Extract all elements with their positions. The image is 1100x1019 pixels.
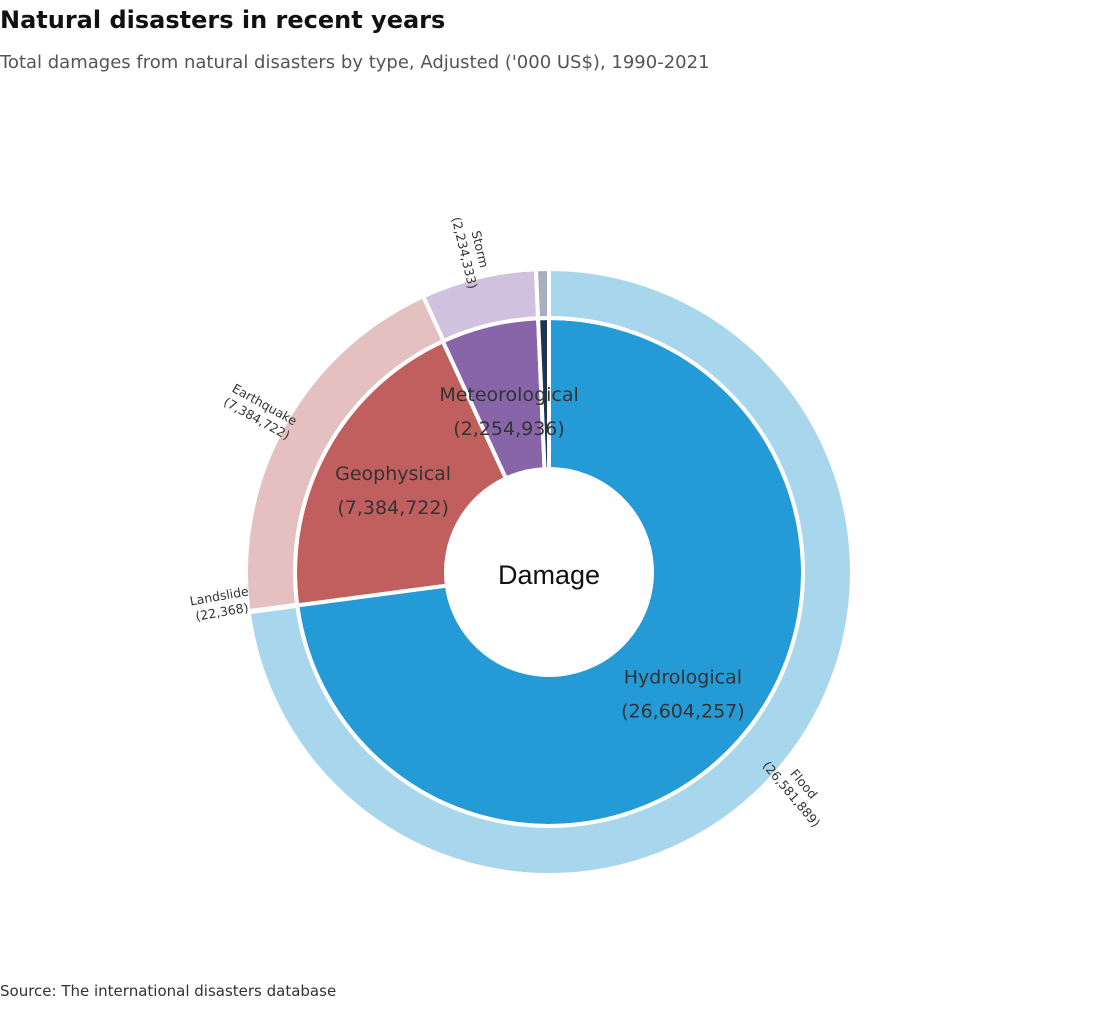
- center-label: Damage: [498, 560, 600, 590]
- inner-label-name: Hydrological: [624, 666, 742, 688]
- outer-label-landslide: Landslide(22,368): [188, 583, 252, 624]
- inner-label-value: (26,604,257): [621, 700, 745, 722]
- inner-label-name: Geophysical: [335, 463, 451, 485]
- outer-label-earthquake: Earthquake(7,384,722): [221, 380, 300, 443]
- inner-label-value: (7,384,722): [337, 497, 449, 519]
- inner-ring-labels: Hydrological (26,604,257) Geophysical (7,38…: [335, 384, 745, 723]
- inner-label-name: Meteorological: [439, 384, 578, 406]
- chart-subtitle: Total damages from natural disasters by …: [0, 52, 710, 73]
- outer-ring: [244, 266, 854, 877]
- outer-slice-unlabeled-4: [533, 266, 551, 321]
- inner-label-value: (2,254,936): [453, 418, 565, 440]
- inner-label-geophysical: Geophysical (7,384,722): [335, 463, 451, 519]
- outer-slice-flood: [246, 266, 854, 877]
- chart-title: Natural disasters in recent years: [0, 6, 446, 34]
- inner-label-meteorological: Meteorological (2,254,936): [439, 384, 578, 440]
- outer-label-flood: Flood(26,581,889): [760, 748, 836, 830]
- source-note: Source: The international disasters data…: [0, 982, 337, 1000]
- inner-label-hydrological: Hydrological (26,604,257): [621, 666, 745, 722]
